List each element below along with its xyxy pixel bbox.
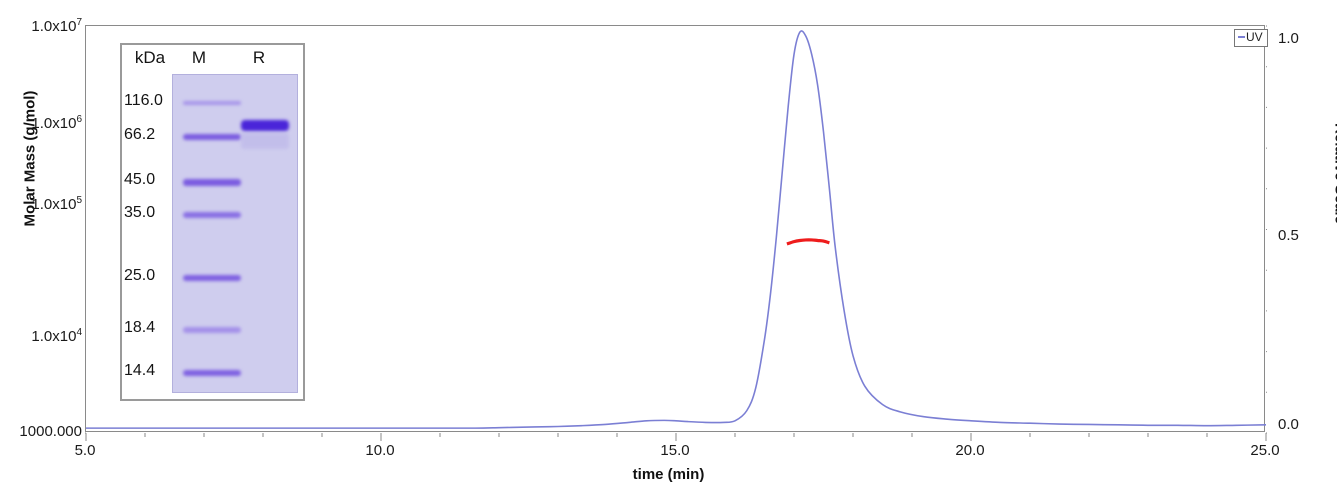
x-tick-5: 5.0 [74,442,96,459]
gel-sample-band-smear [241,133,289,149]
gel-marker-band-66 [183,134,241,140]
gel-lane-area [172,74,298,393]
uv-legend-label: UV [1246,30,1263,44]
y-tick-1000: 1000.000 [19,423,82,440]
x-tick-25: 25.0 [1250,442,1280,459]
uv-legend-line-swatch [1238,36,1245,38]
x-axis-title: time (min) [632,466,705,483]
y2-tick-0: 0.0 [1278,416,1299,433]
gel-mw-label-25: 25.0 [124,267,156,284]
y-tick-1e4: 1.0x104 [31,327,82,345]
gel-marker-band-45 [183,179,241,186]
y-tick-1e7: 1.0x107 [31,17,82,35]
gel-header-lane-m: M [191,48,207,67]
molar-mass-trace-line [786,238,830,246]
y2-tick-1: 1.0 [1278,30,1299,47]
sds-page-gel-inset: kDa M R 116.0 66.2 45.0 35.0 25.0 18.4 1… [120,43,305,401]
plot-canvas [86,30,1266,429]
gel-mw-label-14: 14.4 [124,362,156,379]
gel-marker-band-25 [183,275,241,281]
gel-mw-label-45: 45.0 [124,171,156,188]
x-tick-10: 10.0 [365,442,395,459]
gel-marker-band-18 [183,327,241,333]
x-tick-15: 15.0 [660,442,690,459]
gel-mw-label-35: 35.0 [124,204,156,221]
y2-axis-title: Relative Scale [1331,123,1337,224]
y2-tick-05: 0.5 [1278,227,1299,244]
gel-sample-band-r [241,120,289,131]
gel-mw-label-116: 116.0 [124,92,163,109]
gel-marker-band-14 [183,370,241,376]
y-tick-1e6: 1.0x106 [31,114,82,132]
gel-header-kda: kDa [134,48,166,67]
gel-mw-label-66: 66.2 [124,126,156,143]
gel-marker-band-35 [183,212,241,218]
gel-mw-label-18: 18.4 [124,319,156,336]
y-axis-title: Molar Mass (g/mol) [21,90,39,227]
gel-marker-band-116 [183,101,241,105]
uv-legend-box[interactable]: UV [1234,29,1268,48]
gel-header-lane-r: R [252,48,266,67]
x-tick-20: 20.0 [955,442,985,459]
uv-trace-line [86,30,1266,429]
y-tick-1e5: 1.0x105 [31,195,82,213]
